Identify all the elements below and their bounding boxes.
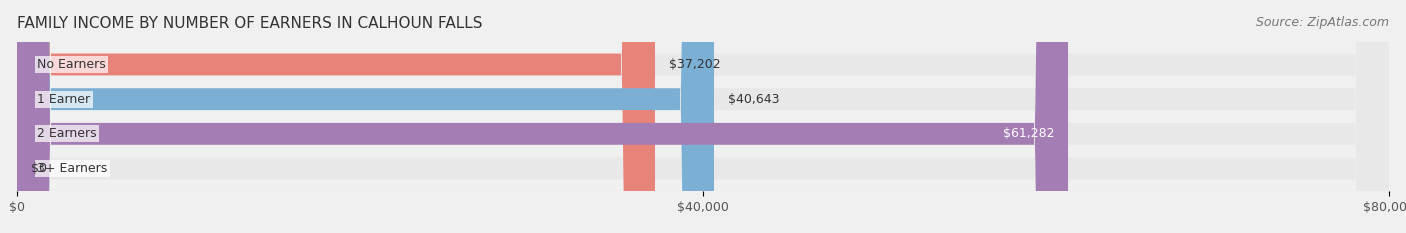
Text: 2 Earners: 2 Earners	[38, 127, 97, 140]
FancyBboxPatch shape	[17, 0, 714, 233]
Text: No Earners: No Earners	[38, 58, 107, 71]
Text: $40,643: $40,643	[728, 93, 779, 106]
FancyBboxPatch shape	[17, 0, 1389, 233]
Text: $61,282: $61,282	[1002, 127, 1054, 140]
FancyBboxPatch shape	[17, 0, 655, 233]
FancyBboxPatch shape	[17, 0, 1389, 233]
Text: 3+ Earners: 3+ Earners	[38, 162, 108, 175]
Text: 1 Earner: 1 Earner	[38, 93, 90, 106]
FancyBboxPatch shape	[17, 0, 1069, 233]
Text: $37,202: $37,202	[669, 58, 720, 71]
Text: $0: $0	[31, 162, 46, 175]
FancyBboxPatch shape	[17, 0, 1389, 233]
FancyBboxPatch shape	[17, 0, 1389, 233]
Text: FAMILY INCOME BY NUMBER OF EARNERS IN CALHOUN FALLS: FAMILY INCOME BY NUMBER OF EARNERS IN CA…	[17, 16, 482, 31]
Text: Source: ZipAtlas.com: Source: ZipAtlas.com	[1256, 16, 1389, 29]
